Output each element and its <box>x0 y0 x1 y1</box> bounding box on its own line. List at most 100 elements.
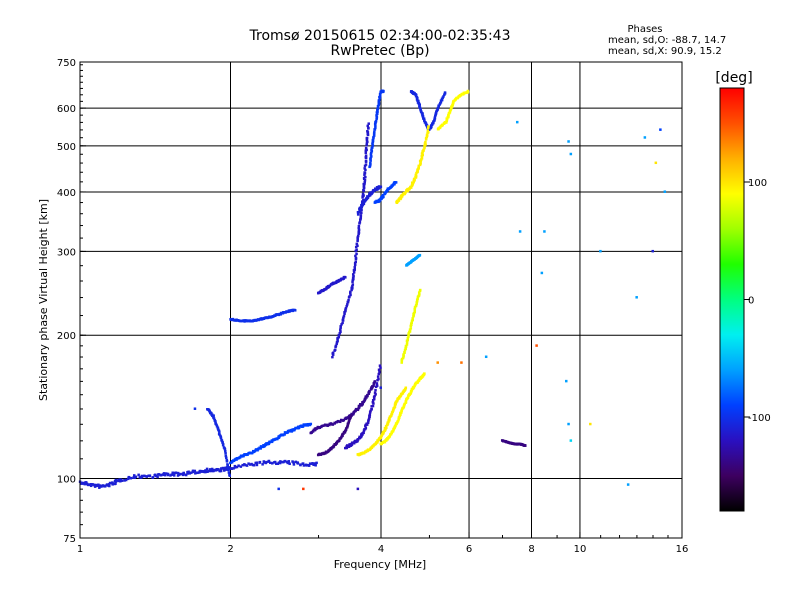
data-point <box>225 468 228 471</box>
data-point <box>433 116 437 119</box>
data-point <box>208 469 211 473</box>
data-point <box>376 112 379 116</box>
data-point <box>353 263 357 267</box>
data-point <box>339 328 342 332</box>
data-point <box>357 226 360 230</box>
data-point <box>252 463 256 467</box>
data-point <box>235 458 238 461</box>
data-point <box>365 148 368 152</box>
data-point <box>356 238 359 241</box>
data-point <box>310 431 313 434</box>
data-point <box>172 474 176 477</box>
data-point <box>374 388 377 392</box>
data-point <box>220 439 224 442</box>
data-point <box>194 472 197 475</box>
data-point <box>367 417 371 420</box>
data-point <box>410 321 413 325</box>
data-point <box>378 92 382 96</box>
data-point <box>413 179 416 182</box>
data-point <box>484 355 488 359</box>
data-point <box>204 470 207 474</box>
data-point <box>293 309 297 312</box>
data-point <box>404 344 408 348</box>
data-point <box>239 465 243 468</box>
data-point <box>206 470 210 473</box>
data-point <box>405 341 409 344</box>
data-point <box>372 384 375 387</box>
data-point <box>378 98 381 102</box>
data-point <box>365 143 368 147</box>
data-point <box>372 397 376 401</box>
data-point <box>224 452 227 455</box>
data-point <box>233 319 236 322</box>
data-point <box>267 459 271 463</box>
data-point <box>224 449 227 453</box>
data-point <box>406 189 410 193</box>
data-point <box>466 89 470 93</box>
data-point <box>364 154 368 157</box>
data-point <box>417 164 421 168</box>
data-point <box>374 120 378 123</box>
data-point <box>418 103 422 106</box>
data-point <box>369 156 372 160</box>
data-point <box>391 429 395 433</box>
x-tick-label: 1 <box>77 544 83 555</box>
data-point <box>543 230 546 233</box>
phase-legend: Phases mean, sd,O: -88.7, 14.7 mean, sd,… <box>608 24 726 57</box>
data-point <box>404 346 407 350</box>
data-point <box>356 236 359 239</box>
data-point <box>292 461 295 464</box>
data-point <box>84 481 88 484</box>
data-point <box>373 130 376 134</box>
data-point <box>357 224 361 228</box>
data-point <box>341 321 344 325</box>
data-point <box>376 107 380 110</box>
data-point <box>651 249 655 253</box>
data-point <box>356 210 360 214</box>
data-point <box>196 471 199 475</box>
data-point <box>366 195 369 198</box>
data-point <box>411 317 414 320</box>
data-point <box>264 443 268 446</box>
data-point <box>220 467 223 470</box>
data-point <box>188 472 192 475</box>
data-points <box>78 89 667 491</box>
data-point <box>369 409 372 413</box>
data-point <box>362 188 365 192</box>
data-point <box>235 465 239 469</box>
data-point <box>287 460 291 463</box>
colorbar-label: [deg] <box>715 70 752 86</box>
data-point <box>357 228 361 232</box>
data-point <box>262 444 265 447</box>
data-point <box>283 459 287 463</box>
data-point <box>208 409 211 413</box>
data-point <box>226 464 229 467</box>
data-point <box>394 424 397 427</box>
data-point <box>407 332 410 335</box>
data-point <box>90 483 94 486</box>
data-point <box>403 350 406 354</box>
data-point <box>377 101 381 104</box>
data-point <box>368 389 371 393</box>
data-point <box>96 484 100 488</box>
data-point <box>352 275 355 278</box>
y-tick-label: 200 <box>57 331 76 342</box>
data-point <box>261 445 264 449</box>
data-point <box>364 175 367 179</box>
data-point <box>232 467 235 470</box>
data-point <box>151 476 155 479</box>
data-point <box>190 471 193 474</box>
data-point <box>414 304 418 307</box>
data-point <box>460 361 463 364</box>
data-point <box>567 422 570 426</box>
data-point <box>356 239 359 243</box>
data-point <box>348 419 351 422</box>
x-axis: 1 2 4 6 8 10 16 <box>77 532 688 555</box>
y-tick-label: 100 <box>57 475 76 486</box>
data-point <box>418 106 422 109</box>
data-point <box>436 106 440 110</box>
data-point <box>262 460 266 463</box>
data-point <box>364 168 367 172</box>
data-point <box>365 136 369 140</box>
data-point <box>369 158 372 161</box>
